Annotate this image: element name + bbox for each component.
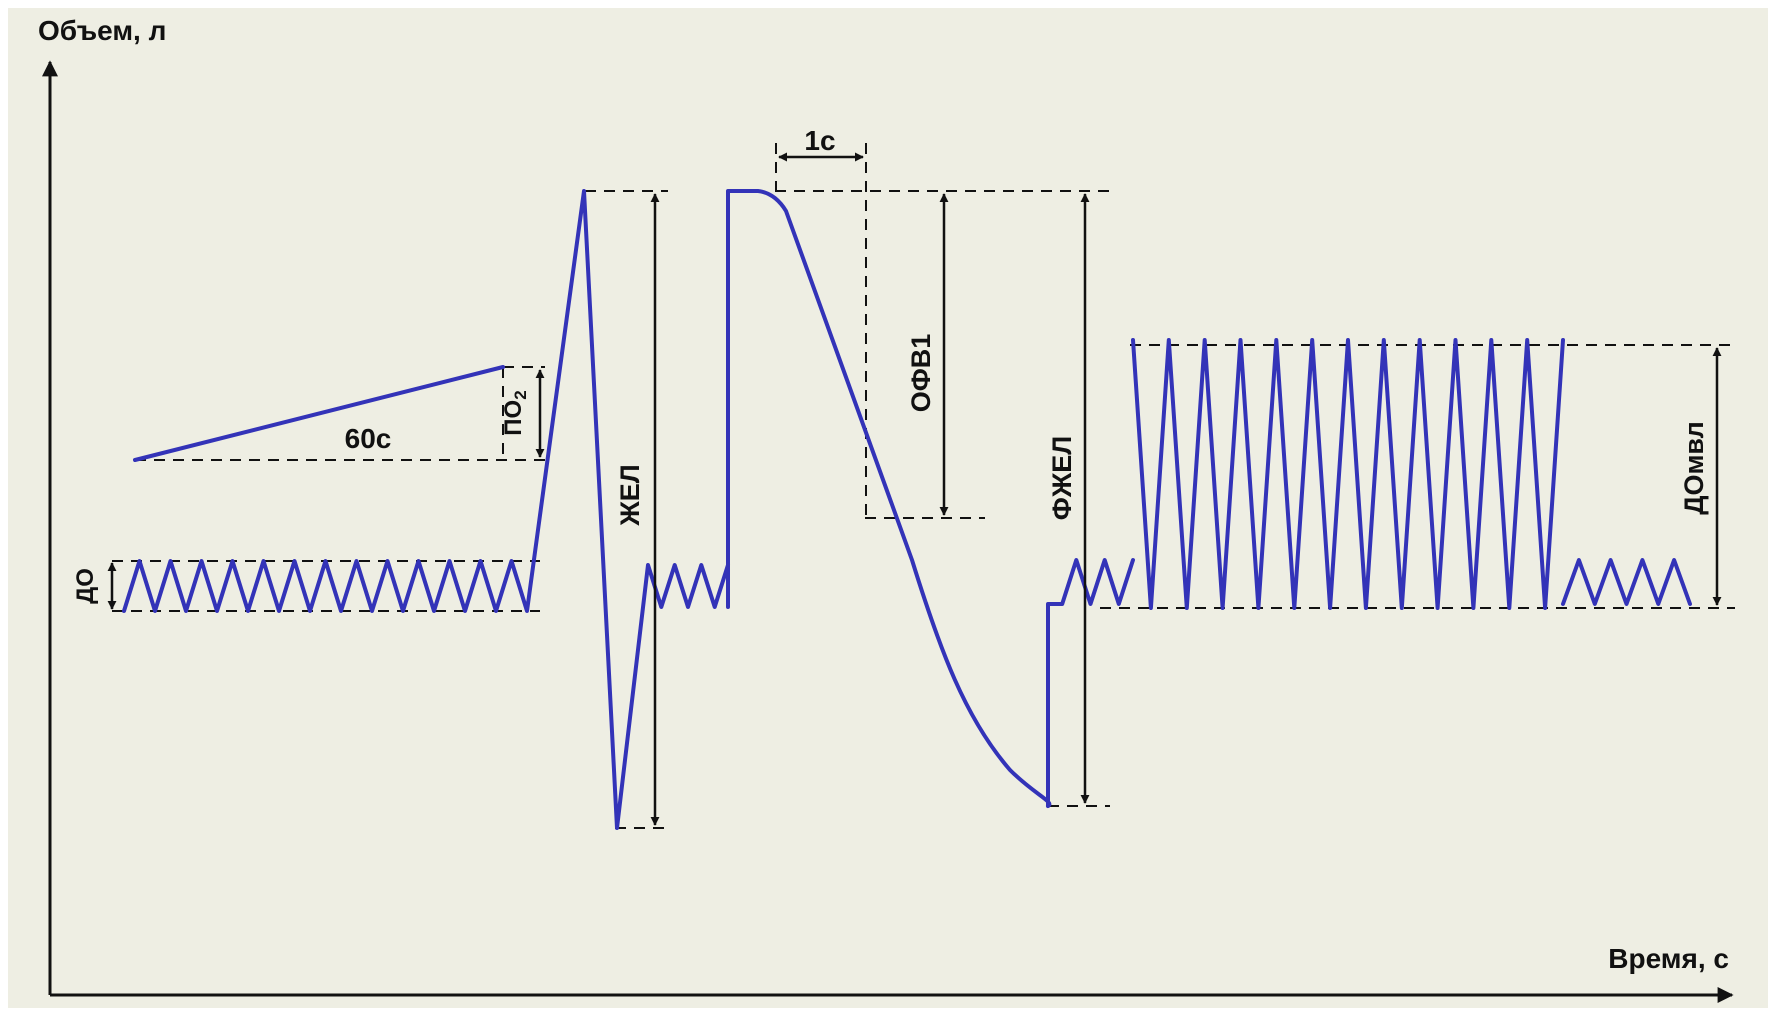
fvc-label: ФЖЕЛ: [1047, 436, 1077, 520]
po2-label: ПО2: [500, 390, 530, 435]
final-tidal-breathing: [1561, 558, 1692, 606]
vital-capacity-label: ЖЕЛ: [615, 464, 645, 526]
po2-label-base: ПО: [500, 400, 527, 436]
sixty-seconds-label: 60с: [345, 423, 392, 454]
fev1-label: ОФВ1: [906, 334, 936, 413]
tidal-volume-label: ДО: [72, 568, 99, 604]
y-axis-label: Объем, л: [38, 15, 166, 46]
x-axis-label: Время, с: [1608, 943, 1729, 974]
forced-expiration-curve: [726, 189, 1052, 808]
spirogram-curves: [122, 189, 1692, 830]
axes: [42, 60, 1734, 1003]
mvv-tidal-label: ДОмвл: [1679, 421, 1709, 515]
oxygen-uptake-ramp: [133, 365, 505, 462]
tidal-and-vital-capacity-curve: [122, 189, 730, 830]
background-panel: [8, 8, 1768, 1008]
maximal-ventilation-curve: [1131, 338, 1565, 610]
one-second-label: 1с: [804, 125, 835, 156]
po2-label-subscript: 2: [511, 390, 530, 399]
measurement-arrows: [107, 152, 1722, 826]
